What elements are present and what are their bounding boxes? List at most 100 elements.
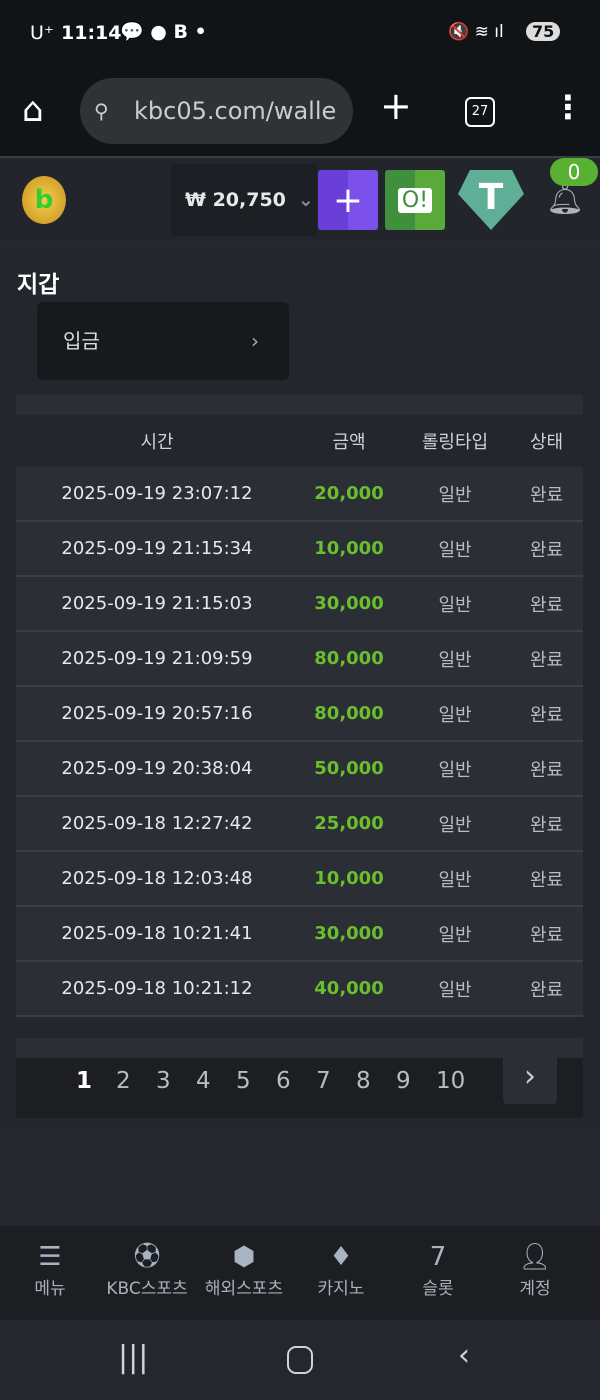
status-cell: 완료 <box>529 814 564 836</box>
rolling-type-cell: 일반 <box>438 924 472 946</box>
site-settings-icon[interactable]: ⚲ <box>94 99 109 123</box>
page-10-button[interactable]: 10 <box>436 1068 466 1094</box>
page-3-button[interactable]: 3 <box>156 1068 171 1094</box>
page-title: 지갑 <box>17 272 60 298</box>
page-6-button[interactable]: 6 <box>276 1068 291 1094</box>
time-cell: 2025-09-18 12:03:48 <box>61 868 253 889</box>
wallet-safe-button[interactable]: O! <box>385 170 445 230</box>
nav-label: 계정 <box>519 1279 551 1299</box>
nav-label: KBC스포츠 <box>106 1279 188 1299</box>
time-cell: 2025-09-19 20:57:16 <box>61 703 253 724</box>
bottom-navigation: ☰ 메뉴 ⚽︎ KBC스포츠 ⬢ 해외스포츠 ♦ 카지노 7 슬롯 👤︎ 계정 <box>0 1226 600 1320</box>
slot-icon: 7 <box>429 1242 447 1272</box>
nav-item-3[interactable]: ♦ 카지노 <box>291 1240 391 1299</box>
rolling-type-cell: 일반 <box>438 539 472 561</box>
nav-item-0[interactable]: ☰ 메뉴 <box>0 1240 100 1299</box>
time-cell: 2025-09-19 21:15:03 <box>61 593 253 614</box>
chevron-down-icon: ⌄ <box>297 189 314 211</box>
rolling-type-cell: 일반 <box>438 594 472 616</box>
header-time: 시간 <box>140 432 174 453</box>
table-row: 2025-09-18 10:21:41 30,000 일반 완료 <box>16 907 583 962</box>
amount-cell: 20,000 <box>314 483 384 504</box>
balance-dropdown[interactable]: ₩ 20,750 ⌄ <box>171 164 317 236</box>
status-cell: 완료 <box>529 869 564 891</box>
url-text[interactable]: kbc05.com/walle <box>134 97 337 125</box>
notification-icons: 💬 ● B • <box>120 21 207 43</box>
nav-label: 카지노 <box>317 1279 365 1299</box>
table-row: 2025-09-19 21:15:34 10,000 일반 완료 <box>16 522 583 577</box>
more-menu-icon[interactable]: ⋮ <box>552 88 584 126</box>
back-icon[interactable]: ‹ <box>458 1338 470 1373</box>
time-cell: 2025-09-19 21:09:59 <box>61 648 253 669</box>
page-5-button[interactable]: 5 <box>236 1068 251 1094</box>
table-row: 2025-09-18 10:21:12 40,000 일반 완료 <box>16 962 583 1017</box>
cards-icon: ♦ <box>329 1242 353 1272</box>
amount-cell: 40,000 <box>314 978 384 999</box>
tab-count-button[interactable]: 27 <box>465 97 495 127</box>
table-row: 2025-09-19 23:07:12 20,000 일반 완료 <box>16 467 583 522</box>
rolling-type-cell: 일반 <box>438 704 472 726</box>
rolling-type-cell: 일반 <box>438 869 472 891</box>
home-button-icon[interactable] <box>287 1346 313 1374</box>
page-1-button[interactable]: 1 <box>76 1068 93 1094</box>
rolling-type-cell: 일반 <box>438 649 472 671</box>
nav-item-4[interactable]: 7 슬롯 <box>388 1240 488 1299</box>
page-7-button[interactable]: 7 <box>316 1068 331 1094</box>
plus-icon: + <box>332 179 364 221</box>
new-tab-icon[interactable]: + <box>380 84 412 128</box>
notification-badge: 0 <box>550 158 598 186</box>
mute-wifi-signal-icons: 🔇 ≋ ıl <box>448 22 504 42</box>
table-row: 2025-09-19 20:57:16 80,000 일반 완료 <box>16 687 583 742</box>
time-cell: 2025-09-19 23:07:12 <box>61 483 253 504</box>
status-cell: 완료 <box>529 594 564 616</box>
status-cell: 완료 <box>529 924 564 946</box>
pagination: 1 2 3 4 5 6 7 8 9 10 › <box>16 1038 583 1118</box>
page-9-button[interactable]: 9 <box>396 1068 411 1094</box>
nav-item-1[interactable]: ⚽︎ KBC스포츠 <box>97 1240 197 1299</box>
nav-label: 해외스포츠 <box>204 1279 284 1299</box>
status-cell: 완료 <box>529 759 564 781</box>
add-funds-button[interactable]: + <box>318 170 378 230</box>
table-row: 2025-09-18 12:27:42 25,000 일반 완료 <box>16 797 583 852</box>
status-cell: 완료 <box>529 484 564 506</box>
table-row: 2025-09-19 21:09:59 80,000 일반 완료 <box>16 632 583 687</box>
next-page-button[interactable]: › <box>503 1052 557 1104</box>
recent-apps-icon[interactable]: ||| <box>118 1340 149 1375</box>
amount-cell: 80,000 <box>314 703 384 724</box>
menu-search-icon: ☰ <box>38 1242 62 1272</box>
time-cell: 2025-09-18 10:21:41 <box>61 923 253 944</box>
nav-item-2[interactable]: ⬢ 해외스포츠 <box>194 1240 294 1299</box>
table-row: 2025-09-19 21:15:03 30,000 일반 완료 <box>16 577 583 632</box>
safe-icon: O! <box>397 187 433 213</box>
table-header: 시간 금액 롤링타입 상태 <box>16 395 583 467</box>
status-cell: 완료 <box>529 704 564 726</box>
nav-item-5[interactable]: 👤︎ 계정 <box>485 1240 585 1299</box>
tether-icon[interactable]: T <box>458 170 524 230</box>
amount-cell: 30,000 <box>314 923 384 944</box>
deposit-button[interactable]: 입금 › <box>37 302 289 380</box>
table-row: 2025-09-19 20:38:04 50,000 일반 완료 <box>16 742 583 797</box>
page-2-button[interactable]: 2 <box>116 1068 131 1094</box>
page-4-button[interactable]: 4 <box>196 1068 211 1094</box>
page-8-button[interactable]: 8 <box>356 1068 371 1094</box>
balance-amount: ₩ 20,750 <box>185 189 286 211</box>
status-cell: 완료 <box>529 649 564 671</box>
deposit-history-table: 시간 금액 롤링타입 상태 2025-09-19 23:07:12 20,000 일… <box>16 395 583 1017</box>
amount-cell: 30,000 <box>314 593 384 614</box>
site-logo[interactable]: b <box>22 176 66 224</box>
table-row: 2025-09-18 12:03:48 10,000 일반 완료 <box>16 852 583 907</box>
nav-label: 메뉴 <box>34 1279 66 1299</box>
deposit-label: 입금 <box>63 329 100 353</box>
amount-cell: 10,000 <box>314 868 384 889</box>
dice-icon: ⬢ <box>232 1242 256 1272</box>
address-bar[interactable]: ⚲ kbc05.com/walle <box>80 78 353 144</box>
soccer-ball-icon: ⚽︎ <box>133 1242 160 1272</box>
battery-indicator: 75 <box>526 22 561 41</box>
system-navigation: ||| ‹ <box>0 1320 600 1400</box>
account-icon: 👤︎ <box>518 1242 552 1272</box>
time-cell: 2025-09-18 12:27:42 <box>61 813 253 834</box>
site-header: b ₩ 20,750 ⌄ + O! T 🔔︎ 0 <box>0 158 600 240</box>
bell-icon[interactable]: 🔔︎ <box>546 182 585 217</box>
header-rolling-type: 롤링타입 <box>421 432 489 453</box>
home-icon[interactable]: ⌂ <box>22 90 44 130</box>
